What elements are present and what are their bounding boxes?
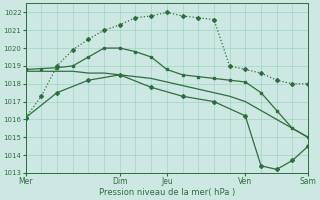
X-axis label: Pression niveau de la mer( hPa ): Pression niveau de la mer( hPa ) — [99, 188, 235, 197]
